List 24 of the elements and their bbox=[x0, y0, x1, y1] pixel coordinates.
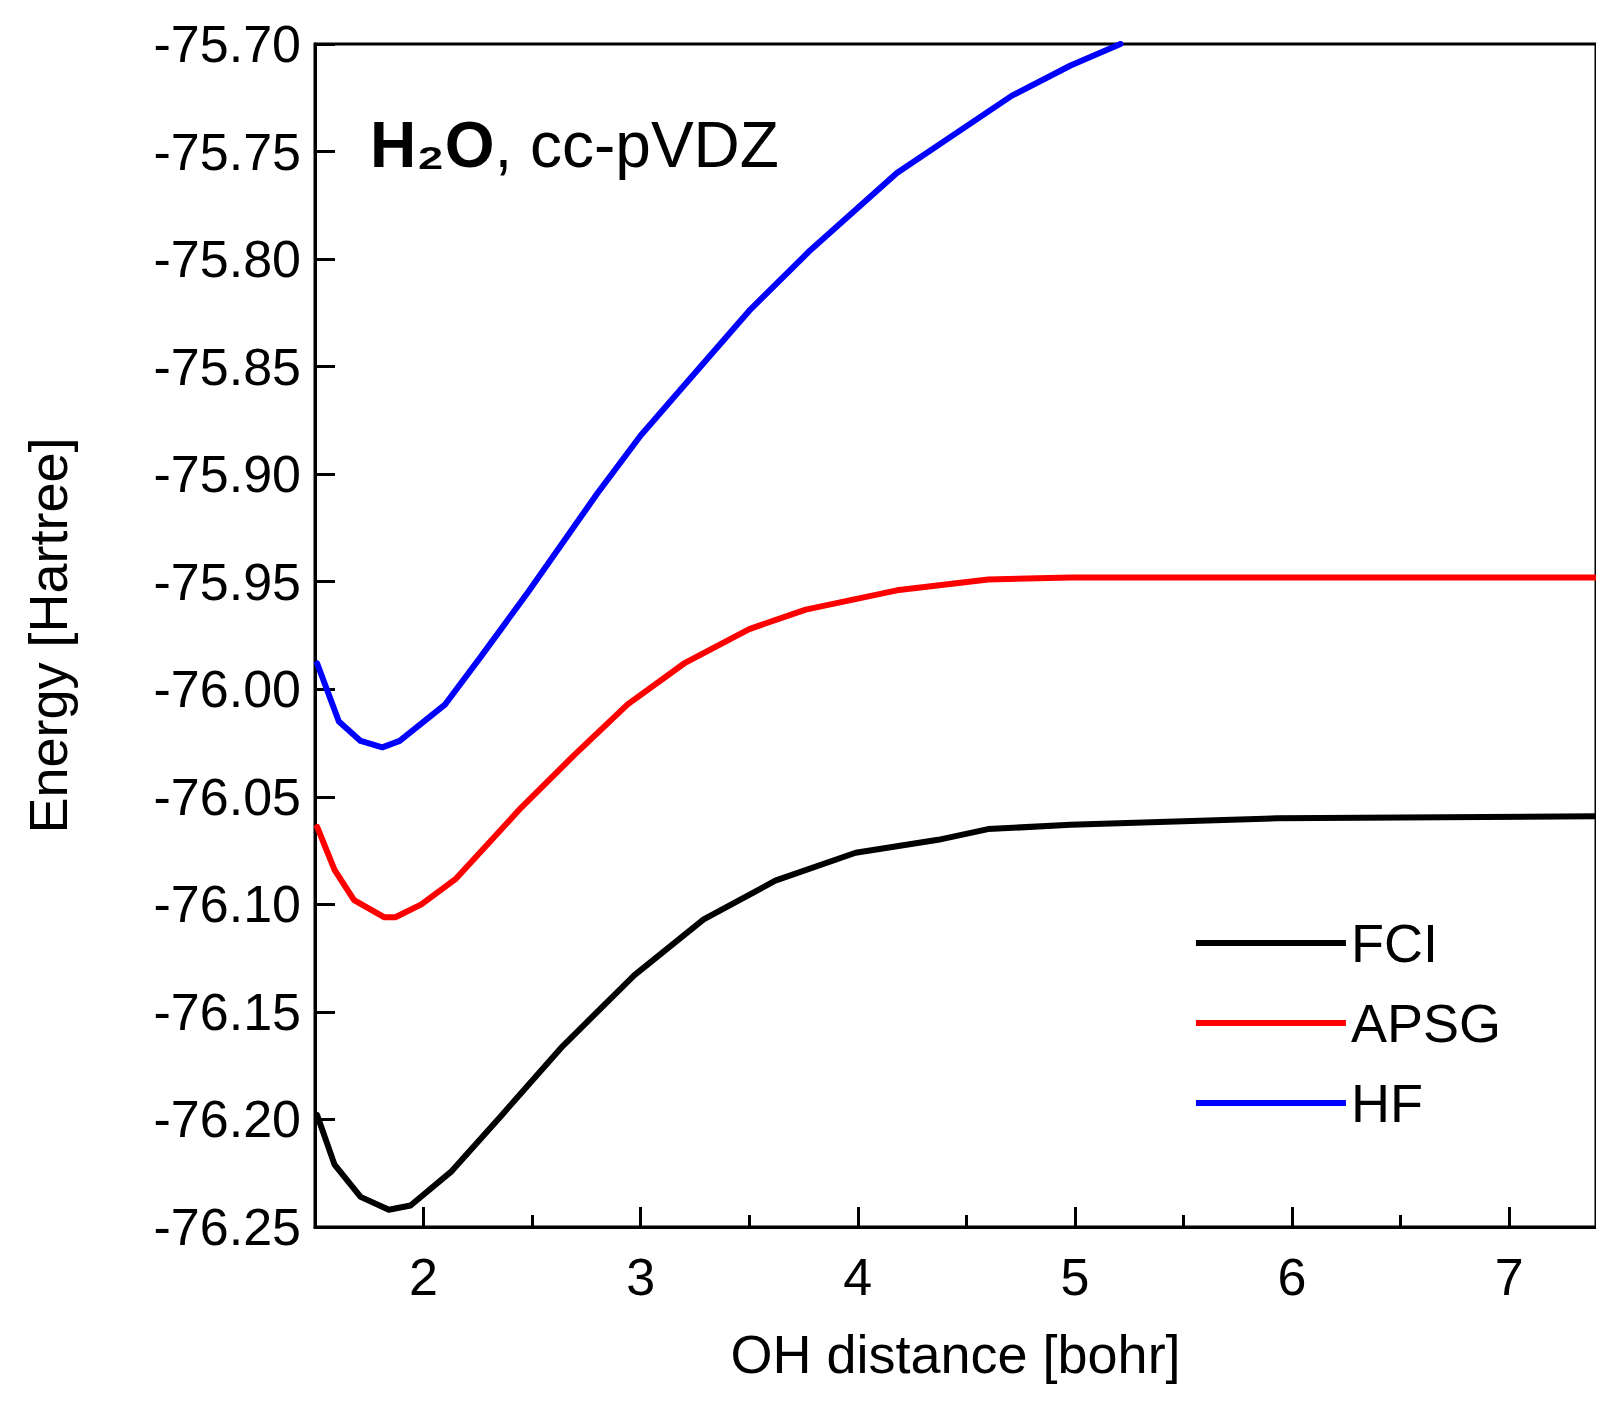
y-tick-label: -75.85 bbox=[153, 337, 301, 396]
legend-label: APSG bbox=[1350, 993, 1502, 1053]
x-tick-label: 5 bbox=[1060, 1248, 1090, 1306]
legend-label: FCI bbox=[1350, 913, 1438, 973]
x-tick-label: 7 bbox=[1494, 1248, 1524, 1306]
y-tick-label: -76.10 bbox=[153, 875, 301, 934]
y-tick-label: -75.70 bbox=[153, 15, 301, 73]
y-tick-label: -76.00 bbox=[153, 660, 301, 719]
x-tick-label: 2 bbox=[409, 1248, 439, 1306]
x-tick-label: 4 bbox=[843, 1248, 873, 1306]
y-tick-label: -75.80 bbox=[153, 230, 301, 289]
y-tick-label: -76.15 bbox=[153, 982, 301, 1041]
x-tick-label: 6 bbox=[1277, 1248, 1307, 1306]
y-tick-label: -76.20 bbox=[153, 1090, 301, 1149]
x-tick-label: 3 bbox=[626, 1248, 656, 1306]
y-tick-label: -75.95 bbox=[153, 552, 301, 611]
annotation: H₂O, cc-pVDZ bbox=[370, 109, 779, 181]
y-tick-label: -76.05 bbox=[153, 767, 301, 826]
y-tick-label: -75.90 bbox=[153, 445, 301, 504]
legend-label: HF bbox=[1350, 1073, 1423, 1133]
y-tick-label: -75.75 bbox=[153, 122, 301, 181]
y-axis-title: Energy [Hartree] bbox=[18, 437, 78, 834]
x-axis-title: OH distance [bohr] bbox=[730, 1324, 1181, 1384]
y-tick-label: -76.25 bbox=[153, 1198, 301, 1256]
